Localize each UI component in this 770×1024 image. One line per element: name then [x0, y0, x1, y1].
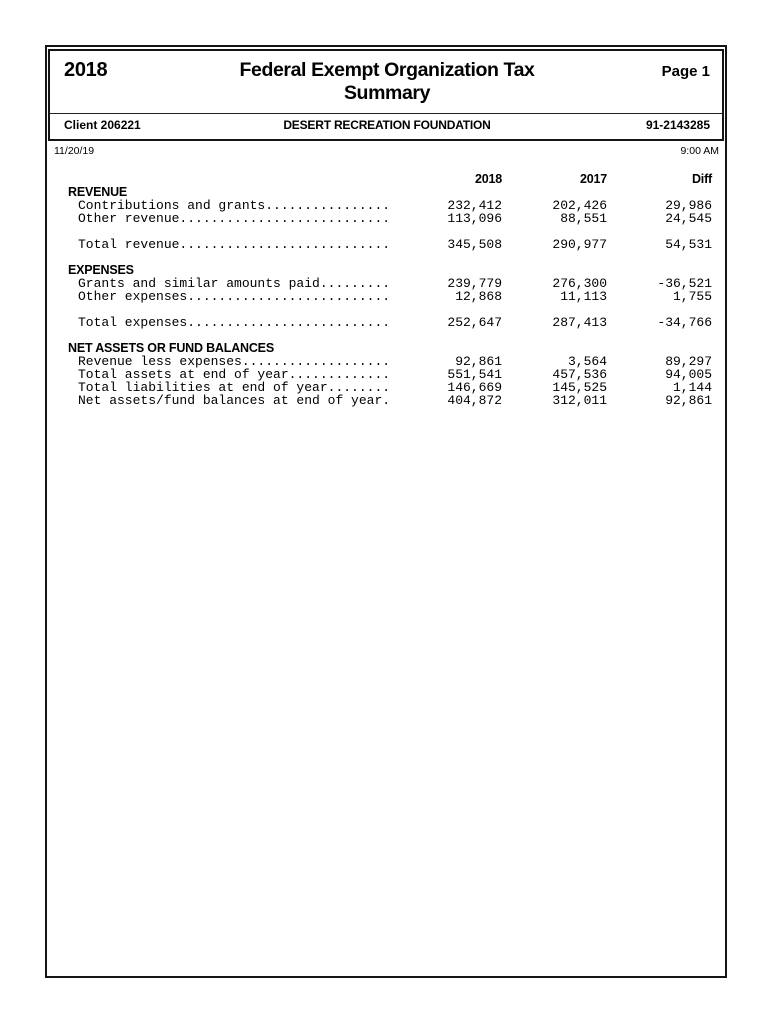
- table-section: EXPENSES Grants and similar amounts paid…: [68, 263, 712, 330]
- table-section: REVENUE Contributions and grants........…: [68, 185, 712, 252]
- ein-number: 91-2143285: [645, 118, 710, 132]
- value-2018: 404,872: [447, 393, 502, 408]
- section-heading: EXPENSES: [68, 263, 134, 277]
- report-header-title-row: 2018 Federal Exempt Organization Tax Sum…: [50, 51, 722, 114]
- value-2017: 457,536: [552, 367, 607, 382]
- date-time-row: 11/20/19 9:00 AM: [47, 141, 725, 160]
- summary-table: 2018 2017 Diff REVENUE Contributions and…: [47, 160, 725, 408]
- value-2018: 239,779: [447, 276, 502, 291]
- value-diff: -34,766: [657, 315, 712, 330]
- value-2018: 551,541: [447, 367, 502, 382]
- table-row: Contributions and grants................…: [68, 199, 712, 212]
- section-rows: Contributions and grants................…: [68, 199, 712, 251]
- value-diff: -36,521: [657, 276, 712, 291]
- value-2017: 312,011: [552, 393, 607, 408]
- table-row: Net assets/fund balances at end of year.…: [68, 394, 712, 407]
- table-total-row: Total revenue...........................…: [68, 238, 712, 251]
- row-label: Total liabilities at end of year........: [78, 381, 391, 394]
- print-time: 9:00 AM: [680, 145, 719, 157]
- table-row: Total assets at end of year.............…: [68, 368, 712, 381]
- value-diff: 24,545: [665, 211, 712, 226]
- print-date: 11/20/19: [54, 145, 95, 157]
- section-heading: NET ASSETS OR FUND BALANCES: [68, 341, 274, 355]
- value-2018: 146,669: [447, 380, 502, 395]
- table-total-row: Total expenses..........................…: [68, 316, 712, 329]
- value-diff: 1,144: [672, 380, 712, 395]
- value-2017: 290,977: [552, 237, 607, 252]
- section-heading: REVENUE: [68, 185, 128, 199]
- table-row: Grants and similar amounts paid.........…: [68, 277, 712, 290]
- section-rows: Grants and similar amounts paid.........…: [68, 277, 712, 329]
- column-header-2017: 2017: [579, 172, 607, 186]
- value-2018: 12,868: [455, 289, 502, 304]
- row-label: Total expenses..........................: [78, 316, 391, 329]
- row-label: Contributions and grants................: [78, 199, 391, 212]
- organization-name: DESERT RECREATION FOUNDATION: [283, 118, 491, 132]
- table-row: Other expenses..........................…: [68, 290, 712, 303]
- value-2018: 113,096: [447, 211, 502, 226]
- report-header-client-row: Client 206221 DESERT RECREATION FOUNDATI…: [50, 114, 722, 139]
- table-column-headers: 2018 2017 Diff: [68, 173, 712, 186]
- value-2018: 345,508: [447, 237, 502, 252]
- table-section: NET ASSETS OR FUND BALANCES Revenue less…: [68, 341, 712, 408]
- row-label: Total assets at end of year.............: [78, 368, 391, 381]
- document-page: 2018 Federal Exempt Organization Tax Sum…: [45, 45, 727, 978]
- page-number: Page 1: [661, 63, 710, 80]
- value-2018: 232,412: [447, 198, 502, 213]
- report-header: 2018 Federal Exempt Organization Tax Sum…: [48, 49, 724, 141]
- column-header-diff: Diff: [691, 172, 712, 186]
- value-2018: 92,861: [455, 354, 502, 369]
- value-diff: 29,986: [665, 198, 712, 213]
- value-diff: 89,297: [665, 354, 712, 369]
- row-label: Other revenue...........................: [78, 212, 391, 225]
- table-row: Total liabilities at end of year........…: [68, 381, 712, 394]
- table-sections: REVENUE Contributions and grants........…: [68, 185, 712, 408]
- value-2018: 252,647: [447, 315, 502, 330]
- client-number: Client 206221: [64, 118, 141, 132]
- value-diff: 1,755: [672, 289, 712, 304]
- value-2017: 276,300: [552, 276, 607, 291]
- row-label: Revenue less expenses...................: [78, 355, 391, 368]
- value-2017: 145,525: [552, 380, 607, 395]
- value-2017: 287,413: [552, 315, 607, 330]
- row-label: Total revenue...........................: [78, 238, 391, 251]
- column-header-2018: 2018: [474, 172, 502, 186]
- report-title: Federal Exempt Organization Tax Summary: [239, 59, 535, 104]
- value-2017: 11,113: [560, 289, 607, 304]
- value-diff: 92,861: [665, 393, 712, 408]
- table-row: Other revenue...........................…: [68, 212, 712, 225]
- value-2017: 88,551: [560, 211, 607, 226]
- value-diff: 94,005: [665, 367, 712, 382]
- value-2017: 3,564: [567, 354, 607, 369]
- table-row: Revenue less expenses...................…: [68, 355, 712, 368]
- row-label: Other expenses..........................: [78, 290, 391, 303]
- value-2017: 202,426: [552, 198, 607, 213]
- value-diff: 54,531: [665, 237, 712, 252]
- tax-year: 2018: [64, 59, 108, 81]
- section-rows: Revenue less expenses...................…: [68, 355, 712, 407]
- row-label: Grants and similar amounts paid.........: [78, 277, 391, 290]
- row-label: Net assets/fund balances at end of year.: [78, 394, 391, 407]
